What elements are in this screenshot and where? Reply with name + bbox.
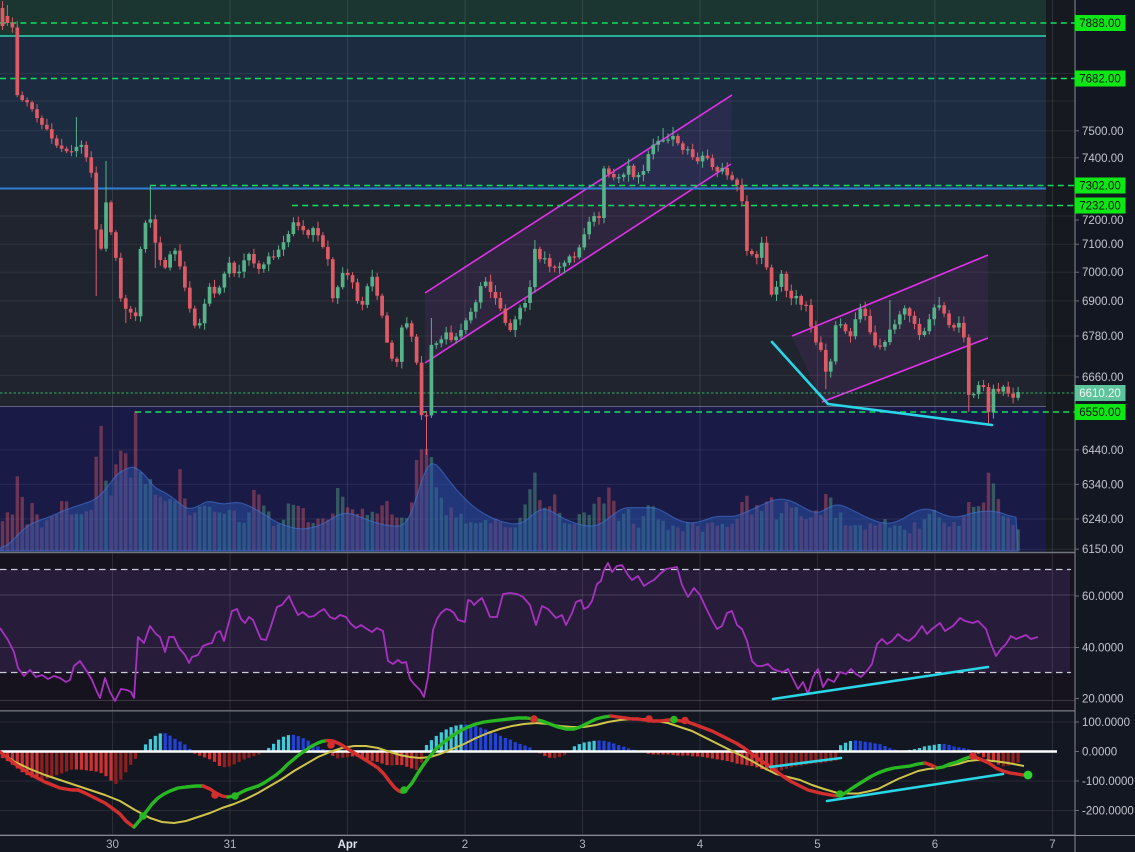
svg-text:20.0000: 20.0000	[1082, 694, 1124, 706]
svg-text:6660.00: 6660.00	[1082, 372, 1124, 384]
svg-text:7: 7	[1049, 839, 1055, 851]
svg-text:7200.00: 7200.00	[1082, 215, 1124, 227]
svg-text:6780.00: 6780.00	[1082, 331, 1124, 343]
svg-text:6610.20: 6610.20	[1079, 388, 1121, 400]
svg-text:0.0000: 0.0000	[1082, 747, 1117, 759]
svg-text:Apr: Apr	[338, 839, 358, 851]
svg-text:6340.00: 6340.00	[1082, 479, 1124, 491]
svg-text:100.0000: 100.0000	[1082, 717, 1130, 729]
svg-text:31: 31	[224, 839, 237, 851]
svg-text:30: 30	[106, 839, 119, 851]
svg-text:7400.00: 7400.00	[1082, 153, 1124, 165]
svg-text:-200.0000: -200.0000	[1082, 806, 1134, 818]
svg-text:7500.00: 7500.00	[1082, 126, 1124, 138]
svg-text:6: 6	[932, 839, 938, 851]
svg-text:4: 4	[697, 839, 704, 851]
svg-text:-100.0000: -100.0000	[1082, 776, 1134, 788]
svg-text:5: 5	[814, 839, 820, 851]
svg-text:7232.00: 7232.00	[1079, 201, 1121, 213]
svg-text:7000.00: 7000.00	[1082, 267, 1124, 279]
svg-text:2: 2	[462, 839, 468, 851]
svg-text:6240.00: 6240.00	[1082, 514, 1124, 526]
svg-text:6440.00: 6440.00	[1082, 445, 1124, 457]
svg-text:7302.00: 7302.00	[1079, 181, 1121, 193]
svg-text:60.0000: 60.0000	[1082, 591, 1124, 603]
svg-text:7100.00: 7100.00	[1082, 239, 1124, 251]
svg-text:7888.00: 7888.00	[1079, 18, 1121, 30]
svg-text:6900.00: 6900.00	[1082, 296, 1124, 308]
svg-text:6150.00: 6150.00	[1082, 544, 1124, 556]
svg-text:6550.00: 6550.00	[1079, 407, 1121, 419]
svg-text:7682.00: 7682.00	[1079, 74, 1121, 86]
svg-text:40.0000: 40.0000	[1082, 643, 1124, 655]
svg-text:3: 3	[579, 839, 585, 851]
